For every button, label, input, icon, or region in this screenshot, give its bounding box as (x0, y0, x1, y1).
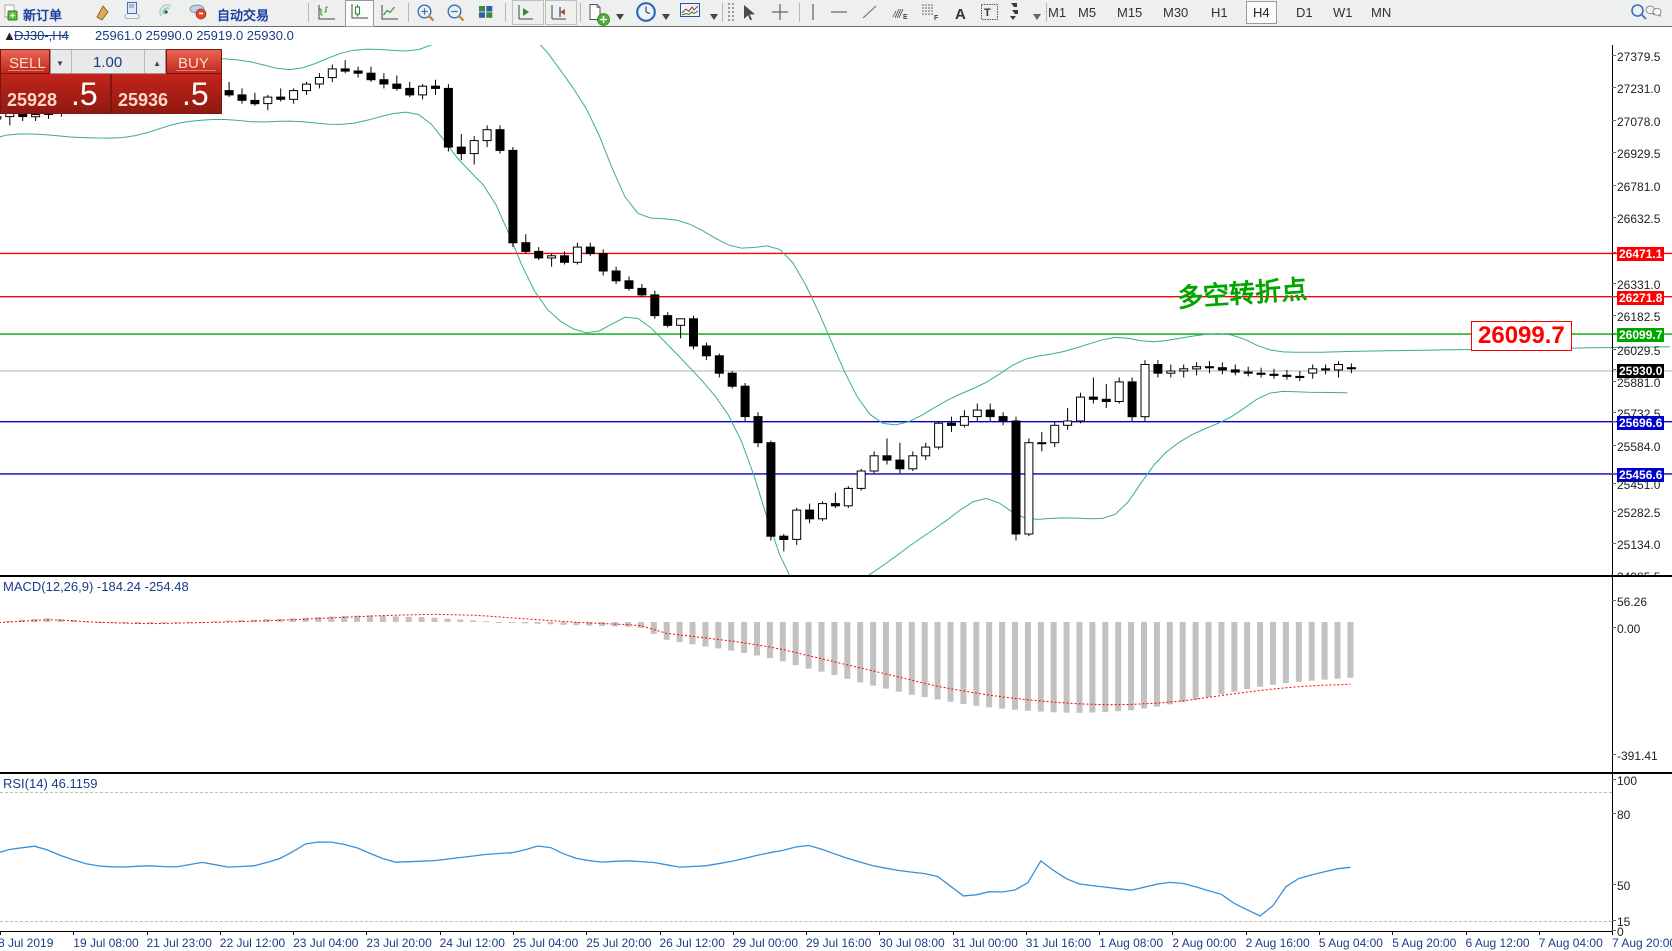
svg-text:多空转折点: 多空转折点 (1176, 274, 1308, 313)
svg-text:E: E (903, 14, 908, 21)
svg-text:T: T (984, 7, 991, 19)
svg-text:F: F (934, 15, 939, 22)
